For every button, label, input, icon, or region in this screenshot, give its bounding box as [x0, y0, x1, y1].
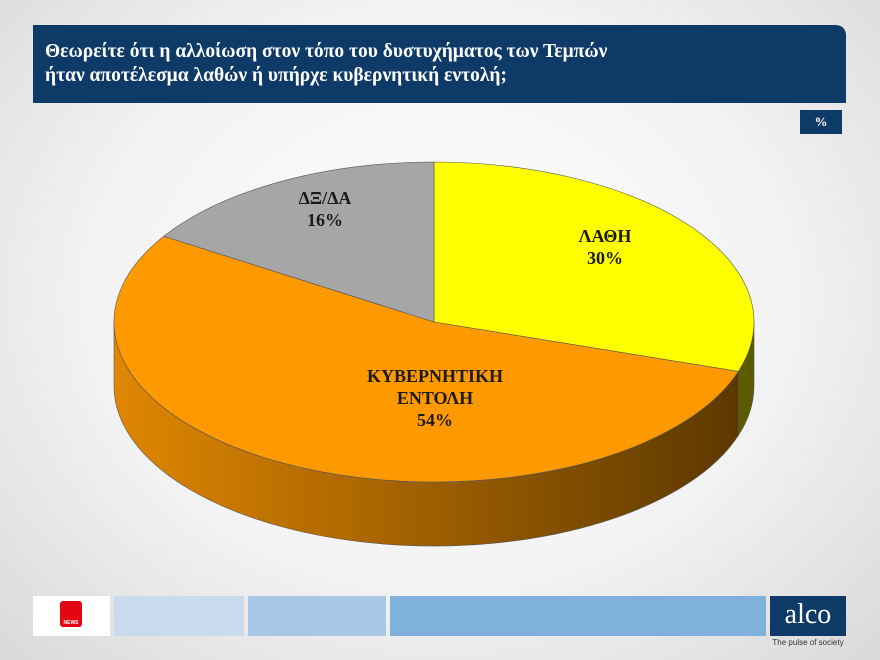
news-logo-box: NEWS: [33, 596, 110, 636]
unit-badge: %: [800, 110, 842, 134]
footer-bar: [248, 596, 386, 636]
value-label: 30%: [587, 248, 623, 268]
pie-slice: [433, 161, 755, 372]
value-label: 16%: [307, 210, 343, 230]
category-label: ΚΥΒΕΡΝΗΤΙΚΗ ΕΝΤΟΛΗ: [366, 366, 504, 408]
brand-tagline: The pulse of society: [772, 638, 844, 647]
chart-title: Θεωρείτε ότι η αλλοίωση στον τόπο του δυ…: [33, 25, 846, 103]
footer-bar: [390, 596, 766, 636]
pie-slice: [163, 161, 435, 323]
category-label: ΛΑΘΗ: [578, 226, 632, 246]
value-label: 54%: [417, 410, 453, 430]
category-label: ΔΞ/ΔΑ: [298, 188, 352, 208]
slice-label: ΚΥΒΕΡΝΗΤΙΚΗ ΕΝΤΟΛΗ 54%: [360, 365, 510, 431]
footer-bar: [114, 596, 244, 636]
slice-label: ΛΑΘΗ 30%: [530, 225, 680, 269]
slice-label: ΔΞ/ΔΑ 16%: [250, 187, 400, 231]
brand-logo: alco: [770, 596, 846, 636]
pie-slice: [113, 235, 739, 483]
news-logo: NEWS: [60, 601, 82, 627]
